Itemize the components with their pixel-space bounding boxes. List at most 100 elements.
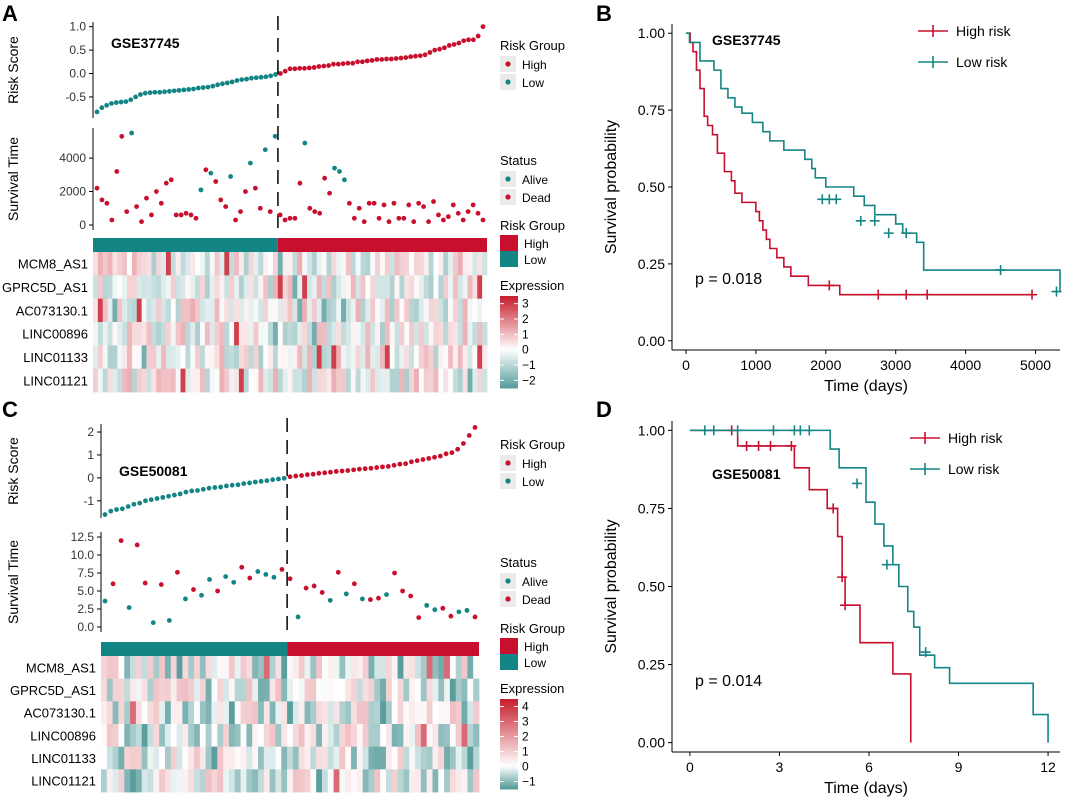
risk-score-point: [281, 475, 287, 481]
expression-gradient-step: [500, 371, 518, 375]
heatmap-cell: [461, 769, 468, 793]
legend-dot-alive: [505, 578, 511, 584]
heatmap-cell: [327, 678, 335, 702]
heatmap-cell: [302, 322, 308, 346]
heatmap-cell: [219, 368, 225, 393]
risk-score-point: [345, 60, 351, 66]
km-censor-mark: [732, 425, 743, 436]
heatmap-cell: [409, 345, 415, 370]
heatmap-cell: [409, 275, 415, 300]
heatmap-cell: [147, 746, 154, 770]
heatmap-cell: [380, 656, 387, 680]
heatmap-cell: [350, 252, 357, 276]
risk-score-point: [119, 506, 125, 512]
heatmap-cell: [304, 701, 311, 725]
risk-score-point: [99, 105, 105, 111]
heatmap-cell: [217, 701, 224, 725]
expression-gradient-step: [500, 777, 518, 781]
heatmap-cell: [452, 252, 459, 276]
heatmap-cell: [316, 345, 323, 370]
expression-tick-label: 1: [522, 745, 529, 759]
heatmap-cell: [240, 724, 247, 748]
survival-time-point: [464, 608, 470, 613]
heatmap-cell: [136, 275, 143, 300]
expression-gradient-step: [500, 775, 518, 779]
heatmap-cell: [418, 252, 425, 276]
heatmap-cell: [448, 345, 454, 370]
heatmap-cell: [175, 298, 181, 323]
heatmap-cell: [302, 298, 308, 323]
heatmap-cell: [310, 746, 317, 770]
panel-c-heatmap: MCM8_AS1 GPRC5D_AS1 AC073130.1 LINC00896 LIN…: [10, 642, 480, 793]
risk-score-point: [162, 89, 167, 95]
heatmap-cell: [321, 275, 327, 300]
heatmap-cell: [341, 298, 347, 323]
heatmap-cell: [118, 724, 125, 748]
heatmap-cell: [204, 252, 211, 276]
risk-score-point: [316, 470, 322, 476]
heatmap-cell: [461, 656, 468, 680]
legend-title-status: Status: [500, 555, 537, 570]
heatmap-cell: [345, 322, 352, 346]
heatmap-cell: [253, 345, 259, 370]
expression-gradient-step: [500, 723, 518, 727]
heatmap-cell: [238, 322, 245, 346]
heatmap-cell: [281, 746, 288, 770]
heatmap-cell: [234, 252, 240, 276]
heatmap-cell: [438, 252, 444, 276]
survival-time-point: [257, 205, 263, 211]
expression-gradient-step: [500, 365, 518, 368]
heatmap-cell: [403, 656, 410, 680]
km-y-tick-label: 0.00: [638, 333, 665, 349]
heatmap-cell: [370, 322, 376, 346]
survival-time-point: [343, 591, 349, 597]
risk-score-point: [137, 500, 143, 506]
heatmap-cell: [141, 298, 147, 323]
risk-score-point: [114, 507, 119, 512]
heatmap-cell: [391, 678, 398, 702]
heatmap-cell: [97, 252, 104, 276]
heatmap-cell: [164, 701, 172, 725]
heatmap-cell: [263, 746, 271, 770]
survival-time-point: [322, 175, 328, 181]
heatmap-cell: [438, 345, 444, 370]
heatmap-cell: [365, 298, 371, 323]
expression-tick-label: −1: [522, 775, 536, 789]
risk-score-point: [442, 45, 447, 51]
survival-time-point: [297, 180, 303, 186]
heatmap-gene-label: LINC01121: [23, 373, 88, 388]
heatmap-cell: [248, 322, 254, 346]
risk-score-point: [292, 66, 298, 72]
heatmap-cell: [101, 724, 108, 748]
heatmap-cell: [214, 298, 220, 323]
heatmap-cell: [153, 701, 160, 725]
heatmap-cell: [258, 322, 264, 346]
risk-score-point: [177, 491, 183, 497]
heatmap-cell: [141, 724, 148, 748]
heatmap-cell: [339, 769, 346, 793]
heatmap-cell: [420, 769, 428, 793]
heatmap-cell: [194, 701, 201, 725]
heatmap-cell: [356, 746, 364, 770]
heatmap-cell: [200, 322, 206, 346]
risk-score-point: [200, 486, 206, 492]
heatmap-cell: [101, 769, 108, 793]
heatmap-cell: [97, 368, 104, 393]
risk-score-point: [268, 73, 274, 79]
km-censor-mark: [920, 647, 931, 658]
heatmap-cell: [331, 368, 337, 393]
survival-time-point: [139, 219, 144, 225]
heatmap-cell: [243, 275, 250, 300]
heatmap-cell: [385, 746, 393, 770]
heatmap-cell: [339, 746, 346, 770]
heatmap-cell: [141, 322, 147, 346]
expression-gradient-step: [500, 302, 518, 306]
km-censor-mark: [795, 425, 806, 436]
survival-time-point: [480, 217, 486, 223]
heatmap-cell: [297, 322, 303, 346]
expression-gradient-step: [500, 714, 518, 718]
risk-score-point: [138, 92, 143, 97]
heatmap-cell: [217, 724, 224, 748]
heatmap-cell: [415, 701, 422, 725]
heatmap-cell: [205, 769, 212, 793]
